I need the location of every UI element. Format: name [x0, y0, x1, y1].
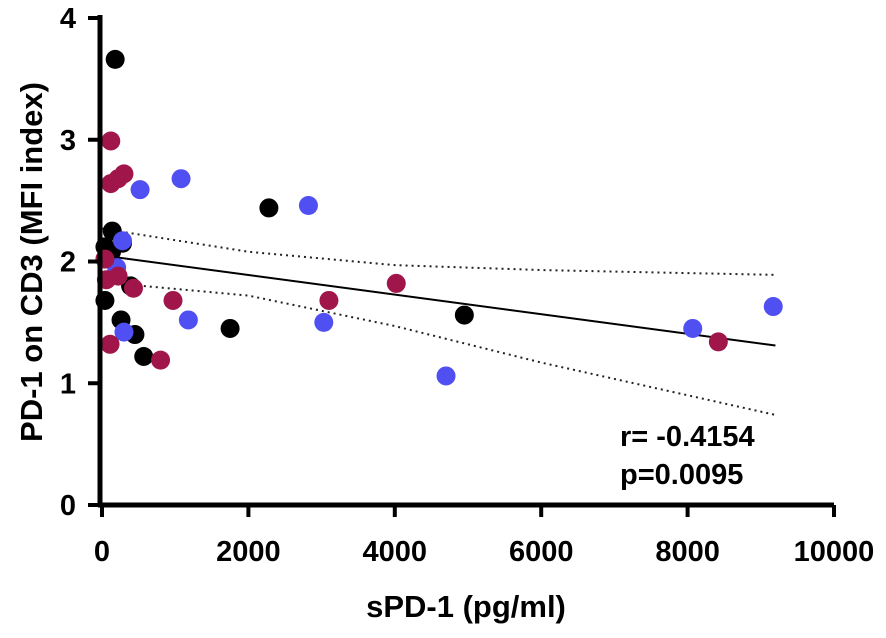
x-tick-label-2: 4000 — [363, 536, 428, 568]
point-maroon-0 — [101, 131, 121, 151]
point-blue-2 — [112, 231, 132, 251]
p-value-label: p=0.0095 — [620, 459, 743, 491]
point-blue-7 — [314, 312, 334, 332]
y-tick-label-0: 0 — [60, 490, 76, 522]
y-tick-label-2: 2 — [60, 247, 76, 279]
point-black-9 — [134, 346, 154, 366]
r-value-label: r= -0.4154 — [620, 421, 755, 453]
point-black-10 — [220, 318, 240, 338]
point-maroon-7 — [123, 278, 143, 298]
regression-line — [101, 254, 776, 347]
ci-upper-line — [101, 227, 776, 276]
x-tick-label-3: 6000 — [509, 536, 574, 568]
x-tick-label-0: 0 — [94, 536, 110, 568]
point-blue-9 — [683, 318, 703, 338]
x-tick-label-4: 8000 — [655, 536, 720, 568]
ci-lower-line — [101, 281, 776, 416]
point-maroon-13 — [708, 332, 728, 352]
point-maroon-12 — [386, 273, 406, 293]
point-maroon-8 — [100, 334, 120, 354]
ticks: 0 2000 4000 6000 8000 10000 0 1 2 3 4 — [60, 3, 874, 568]
point-blue-8 — [436, 366, 456, 386]
point-blue-4 — [114, 322, 134, 342]
data-points — [95, 49, 783, 386]
point-blue-6 — [298, 195, 318, 215]
x-axis-title: sPD-1 (pg/ml) — [366, 589, 566, 624]
point-maroon-10 — [163, 290, 183, 310]
confidence-band — [101, 227, 776, 416]
y-tick-label-3: 3 — [60, 125, 76, 157]
x-tick-label-1: 2000 — [216, 536, 281, 568]
point-black-11 — [259, 198, 279, 218]
point-blue-1 — [171, 169, 191, 189]
point-blue-5 — [178, 310, 198, 330]
point-maroon-3 — [114, 164, 134, 184]
y-axis-title: PD-1 on CD3 (MFI index) — [14, 82, 49, 442]
point-black-0 — [105, 49, 125, 69]
regression-layer — [101, 254, 776, 347]
y-tick-label-1: 1 — [60, 368, 76, 400]
point-black-12 — [454, 305, 474, 325]
point-blue-10 — [763, 297, 783, 317]
point-maroon-6 — [108, 266, 128, 286]
point-maroon-9 — [151, 350, 171, 370]
x-tick-label-5: 10000 — [794, 536, 875, 568]
point-blue-0 — [130, 180, 150, 200]
y-tick-label-4: 4 — [60, 3, 76, 35]
point-maroon-11 — [319, 290, 339, 310]
